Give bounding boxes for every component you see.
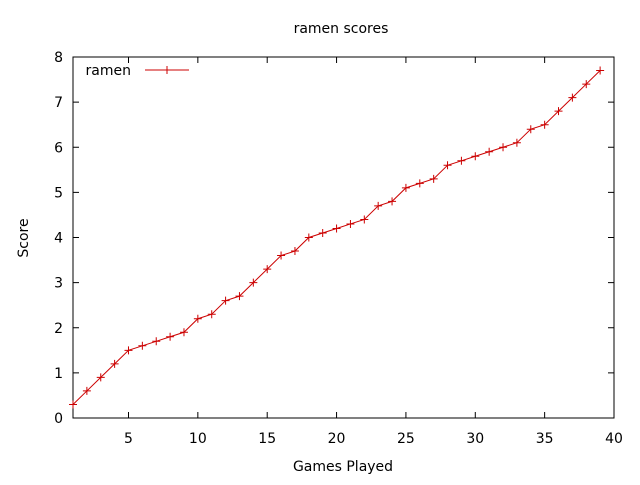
- data-point-ramen-4: [110, 359, 119, 368]
- series-layer: [69, 66, 605, 409]
- x-tick-label-25: 25: [397, 431, 415, 447]
- legend-marker-ramen: [163, 66, 171, 74]
- data-point-ramen-23: [374, 201, 383, 210]
- data-point-ramen-26: [415, 179, 424, 188]
- data-point-ramen-28: [443, 161, 452, 170]
- data-point-ramen-13: [235, 292, 244, 301]
- data-point-ramen-32: [499, 143, 508, 152]
- data-point-ramen-24: [388, 197, 397, 206]
- y-tick-label-4: 4: [54, 231, 63, 247]
- data-point-ramen-6: [138, 341, 147, 350]
- data-point-ramen-17: [290, 247, 299, 256]
- x-tick-label-40: 40: [605, 431, 623, 447]
- y-tick-label-5: 5: [54, 185, 63, 201]
- data-point-ramen-36: [554, 107, 563, 116]
- data-point-ramen-15: [263, 265, 272, 274]
- data-point-ramen-18: [304, 233, 313, 242]
- data-point-ramen-22: [360, 215, 369, 224]
- data-point-ramen-20: [332, 224, 341, 233]
- data-point-ramen-25: [401, 183, 410, 192]
- y-tick-label-2: 2: [54, 321, 63, 337]
- y-tick-label-3: 3: [54, 276, 63, 292]
- data-point-ramen-34: [526, 125, 535, 134]
- data-point-ramen-14: [249, 278, 258, 287]
- x-tick-label-35: 35: [536, 431, 554, 447]
- data-point-ramen-19: [318, 228, 327, 237]
- legend-label-ramen: ramen: [86, 63, 131, 79]
- data-point-ramen-12: [221, 296, 230, 305]
- data-point-ramen-29: [457, 156, 466, 165]
- data-point-ramen-16: [277, 251, 286, 260]
- legend: ramen: [86, 63, 189, 79]
- data-point-ramen-11: [207, 310, 216, 319]
- y-tick-label-1: 1: [54, 366, 63, 382]
- y-tick-label-0: 0: [54, 411, 63, 427]
- data-point-ramen-9: [179, 328, 188, 337]
- data-point-ramen-35: [540, 120, 549, 129]
- x-tick-label-20: 20: [328, 431, 346, 447]
- data-point-ramen-2: [82, 386, 91, 395]
- x-axis-label: Games Played: [293, 459, 393, 475]
- data-point-ramen-37: [568, 93, 577, 102]
- y-tick-label-6: 6: [54, 140, 63, 156]
- x-tick-label-10: 10: [189, 431, 207, 447]
- data-point-ramen-3: [96, 373, 105, 382]
- x-tick-label-15: 15: [258, 431, 276, 447]
- data-point-ramen-33: [512, 138, 521, 147]
- data-point-ramen-39: [596, 66, 605, 75]
- data-point-ramen-31: [485, 147, 494, 156]
- data-point-ramen-1: [69, 400, 77, 409]
- y-tick-label-7: 7: [54, 95, 63, 111]
- chart-title: ramen scores: [294, 21, 389, 37]
- data-point-ramen-5: [124, 346, 133, 355]
- axes: 0 1 2 3 4 5 6 7 8 5 10 15 20 25 30 35 40: [54, 50, 623, 447]
- x-tick-label-5: 5: [124, 431, 133, 447]
- y-axis-label: Score: [16, 218, 32, 257]
- data-point-ramen-8: [166, 332, 175, 341]
- data-point-ramen-27: [429, 174, 438, 183]
- data-point-ramen-21: [346, 219, 355, 228]
- data-point-ramen-7: [152, 337, 161, 346]
- data-point-ramen-10: [193, 314, 202, 323]
- x-tick-label-30: 30: [466, 431, 484, 447]
- data-point-ramen-30: [471, 152, 480, 161]
- y-tick-label-8: 8: [54, 50, 63, 66]
- data-point-ramen-38: [582, 80, 591, 89]
